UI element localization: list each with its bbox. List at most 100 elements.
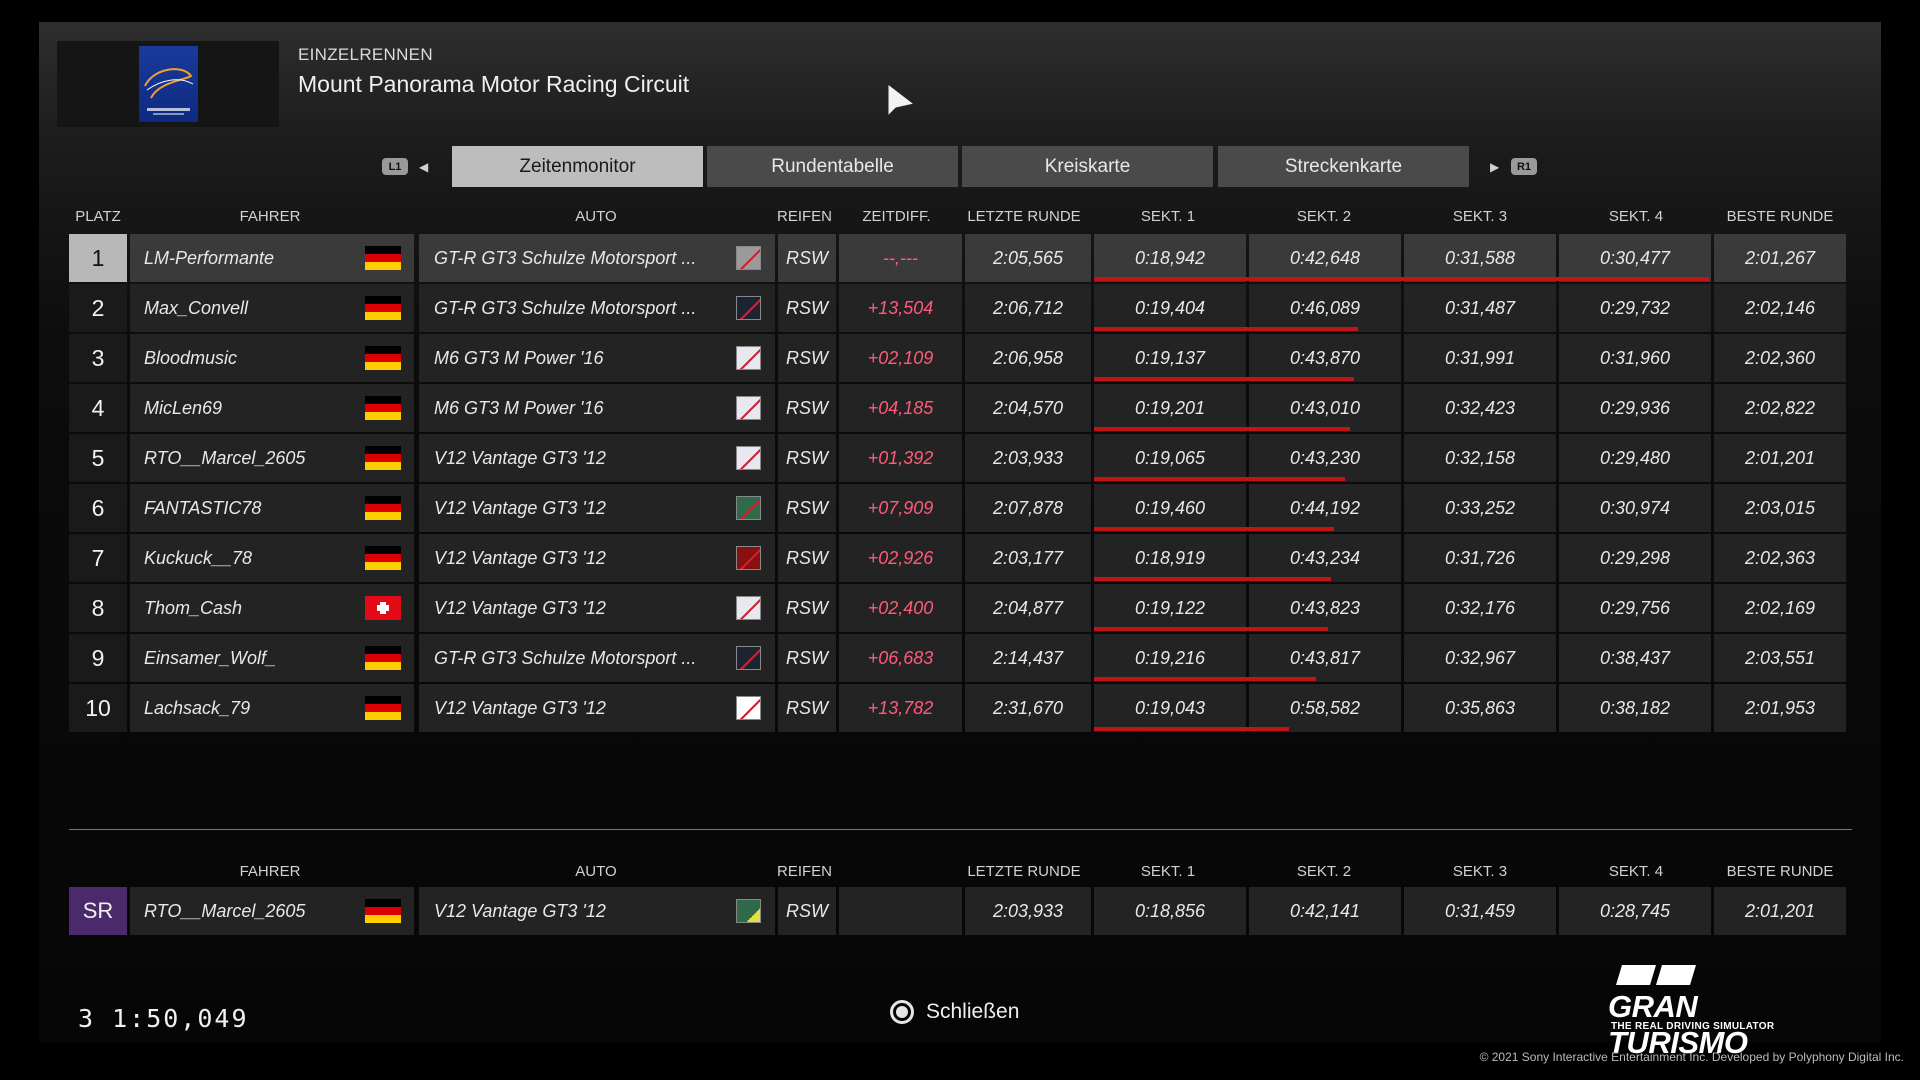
sector-1: 0:19,122 — [1094, 584, 1246, 632]
sector-3: 0:35,863 — [1404, 684, 1556, 732]
germany-flag-icon — [365, 296, 401, 320]
car-name: V12 Vantage GT3 '12 — [434, 497, 606, 518]
last-lap: 2:06,958 — [965, 334, 1091, 382]
sector-4: 0:29,756 — [1559, 584, 1711, 632]
sector-progress-bar — [1249, 277, 1404, 281]
driver-cell: Bloodmusic — [130, 334, 414, 382]
header-letzte-runde: LETZTE RUNDE — [967, 208, 1081, 225]
triangle-right-icon: ▶ — [1490, 160, 1500, 174]
mount-panorama-track-logo — [138, 46, 198, 122]
last-lap: 2:04,877 — [965, 584, 1091, 632]
sector-1: 0:19,460 — [1094, 484, 1246, 532]
sector-3: 0:32,176 — [1404, 584, 1556, 632]
best-lap: 2:03,015 — [1714, 484, 1846, 532]
driver-cell: Max_Convell — [130, 284, 414, 332]
sector-4: 0:30,477 — [1559, 234, 1711, 282]
sector-1: 0:19,137 — [1094, 334, 1246, 382]
sector-1: 0:19,065 — [1094, 434, 1246, 482]
sr-diff-cell — [839, 887, 962, 935]
sr-driver-cell: RTO__Marcel_2605 — [130, 887, 414, 935]
car-name: GT-R GT3 Schulze Motorsport ... — [434, 647, 697, 668]
car-cell: V12 Vantage GT3 '12 — [419, 684, 775, 732]
table-row: 1 LM-Performante GT-R GT3 Schulze Motorspo… — [69, 234, 1846, 282]
table-row: 4 MicLen69 M6 GT3 M Power '16 RSW +04,185 2:0… — [69, 384, 1846, 432]
sector-progress-bar — [1249, 427, 1350, 431]
best-lap: 2:01,953 — [1714, 684, 1846, 732]
driver-cell: Kuckuck__78 — [130, 534, 414, 582]
car-livery-swatch — [736, 899, 761, 923]
sector-progress-bar — [1249, 327, 1358, 331]
last-lap: 2:05,565 — [965, 234, 1091, 282]
last-lap: 2:04,570 — [965, 384, 1091, 432]
tab-kreiskarte[interactable]: Kreiskarte — [962, 146, 1213, 187]
driver-cell: FANTASTIC78 — [130, 484, 414, 532]
germany-flag-icon — [365, 446, 401, 470]
driver-name: FANTASTIC78 — [144, 497, 262, 518]
car-cell: GT-R GT3 Schulze Motorsport ... — [419, 634, 775, 682]
sector-2: 0:43,230 — [1249, 434, 1401, 482]
sr-sector-1: 0:18,856 — [1094, 887, 1246, 935]
sr-badge: SR — [69, 887, 127, 935]
position: 6 — [69, 484, 127, 532]
sr-header-letzte-runde: LETZTE RUNDE — [967, 863, 1081, 880]
germany-flag-icon — [365, 346, 401, 370]
sector-4: 0:30,974 — [1559, 484, 1711, 532]
best-lap: 2:01,201 — [1714, 434, 1846, 482]
last-lap: 2:03,177 — [965, 534, 1091, 582]
sr-header-sekt2: SEKT. 2 — [1296, 863, 1352, 880]
sr-header-reifen: REIFEN — [776, 863, 832, 880]
germany-flag-icon — [365, 496, 401, 520]
sector-progress-bar — [1094, 377, 1249, 381]
driver-name: MicLen69 — [144, 397, 223, 418]
car-cell: V12 Vantage GT3 '12 — [419, 534, 775, 582]
sector-4: 0:29,298 — [1559, 534, 1711, 582]
driver-name: Max_Convell — [144, 297, 249, 318]
results-panel — [39, 22, 1881, 1042]
best-lap: 2:02,146 — [1714, 284, 1846, 332]
header-sekt2: SEKT. 2 — [1296, 208, 1352, 225]
tyre: RSW — [778, 534, 836, 582]
header-platz: PLATZ — [75, 208, 121, 225]
last-lap: 2:31,670 — [965, 684, 1091, 732]
logo-text: GRAN TURISMO — [1608, 989, 1748, 1060]
sector-progress-bar — [1094, 427, 1249, 431]
header-sekt4: SEKT. 4 — [1608, 208, 1664, 225]
close-button[interactable]: Schließen — [890, 1000, 1019, 1024]
last-lap: 2:03,933 — [965, 434, 1091, 482]
time-diff: +06,683 — [839, 634, 962, 682]
sector-4: 0:29,480 — [1559, 434, 1711, 482]
sector-progress-bar — [1404, 277, 1559, 281]
header-sekt3: SEKT. 3 — [1452, 208, 1508, 225]
table-row: 9 Einsamer_Wolf_ GT-R GT3 Schulze Motorspo… — [69, 634, 1846, 682]
car-cell: V12 Vantage GT3 '12 — [419, 434, 775, 482]
tab-rundentabelle[interactable]: Rundentabelle — [707, 146, 958, 187]
r1-button-icon[interactable]: R1 — [1511, 158, 1537, 175]
time-diff: +02,109 — [839, 334, 962, 382]
sector-progress-bar — [1559, 277, 1709, 281]
header-sekt1: SEKT. 1 — [1140, 208, 1196, 225]
car-livery-swatch — [736, 296, 761, 320]
best-lap: 2:02,822 — [1714, 384, 1846, 432]
tab-streckenkarte[interactable]: Streckenkarte — [1218, 146, 1469, 187]
tab-zeitenmonitor[interactable]: Zeitenmonitor — [452, 146, 703, 187]
sector-3: 0:31,726 — [1404, 534, 1556, 582]
sector-1: 0:19,404 — [1094, 284, 1246, 332]
car-name: V12 Vantage GT3 '12 — [434, 597, 606, 618]
driver-cell: Lachsack_79 — [130, 684, 414, 732]
sector-2: 0:46,089 — [1249, 284, 1401, 332]
car-livery-swatch — [736, 696, 761, 720]
car-livery-swatch — [736, 546, 761, 570]
best-lap: 2:02,360 — [1714, 334, 1846, 382]
car-name: V12 Vantage GT3 '12 — [434, 697, 606, 718]
copyright-notice: © 2021 Sony Interactive Entertainment In… — [1479, 1050, 1904, 1064]
best-lap: 2:02,169 — [1714, 584, 1846, 632]
sr-header-fahrer: FAHRER — [239, 863, 301, 880]
sr-car-name: V12 Vantage GT3 '12 — [434, 900, 606, 921]
sector-progress-bar — [1094, 677, 1249, 681]
sector-3: 0:32,158 — [1404, 434, 1556, 482]
sr-car-cell: V12 Vantage GT3 '12 — [419, 887, 775, 935]
l1-button-icon[interactable]: L1 — [382, 158, 408, 175]
germany-flag-icon — [365, 899, 401, 923]
sector-progress-bar — [1094, 477, 1249, 481]
sector-1: 0:19,216 — [1094, 634, 1246, 682]
